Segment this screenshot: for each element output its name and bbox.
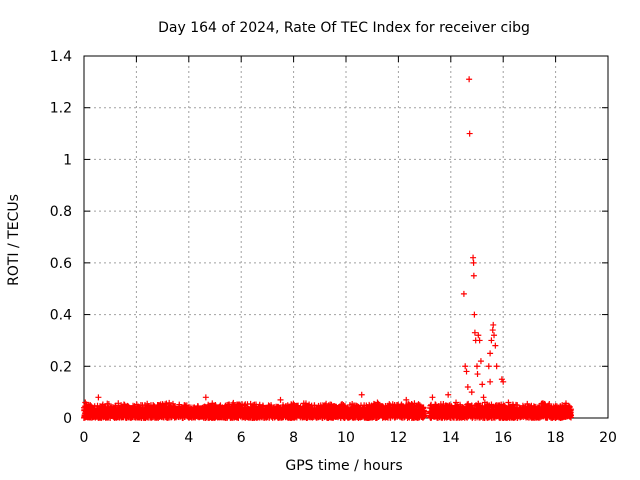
y-tick-label: 0 xyxy=(63,411,72,427)
baseline-point xyxy=(408,400,415,407)
x-tick-label: 4 xyxy=(184,430,193,446)
data-point xyxy=(487,378,494,385)
y-axis-label: ROTI / TECUs xyxy=(6,194,22,286)
baseline-point xyxy=(568,406,575,413)
data-point xyxy=(277,396,284,403)
data-point xyxy=(474,371,481,378)
data-point xyxy=(95,394,102,401)
x-tick-label: 16 xyxy=(494,430,512,446)
y-tick-label: 0.8 xyxy=(50,204,72,220)
y-tick-label: 0.2 xyxy=(50,359,72,375)
chart-title: Day 164 of 2024, Rate Of TEC Index for r… xyxy=(158,20,530,36)
data-point xyxy=(563,402,570,409)
data-point xyxy=(403,396,410,403)
x-tick-label: 8 xyxy=(289,430,298,446)
data-point xyxy=(505,399,512,406)
data-point xyxy=(460,290,467,297)
data-point xyxy=(470,272,477,279)
data-point xyxy=(453,399,460,406)
baseline-point xyxy=(485,403,492,410)
x-tick-label: 0 xyxy=(80,430,89,446)
data-point xyxy=(463,368,470,375)
x-tick-labels: 0 2 4 6 8 10 12 14 16 18 20 xyxy=(80,430,617,446)
x-tick-label: 2 xyxy=(132,430,141,446)
x-tick-label: 18 xyxy=(547,430,565,446)
data-point xyxy=(464,383,471,390)
data-point xyxy=(470,254,477,261)
data-point xyxy=(476,337,483,344)
y-tick-label: 1 xyxy=(63,152,72,168)
data-point xyxy=(374,399,381,406)
x-tick-label: 14 xyxy=(442,430,460,446)
x-tick-label: 6 xyxy=(237,430,246,446)
data-point xyxy=(466,76,473,83)
data-point xyxy=(488,337,495,344)
y-tick-labels: 0 0.2 0.4 0.6 0.8 1 1.2 1.4 xyxy=(50,49,72,427)
x-tick-label: 20 xyxy=(599,430,617,446)
baseline-point xyxy=(421,413,428,420)
data-point xyxy=(485,363,492,370)
data-point xyxy=(471,311,478,318)
baseline-point xyxy=(546,400,553,407)
data-point xyxy=(491,332,498,339)
x-tick-label: 12 xyxy=(389,430,407,446)
data-point xyxy=(470,259,477,266)
y-tick-label: 0.4 xyxy=(50,308,72,324)
data-point xyxy=(490,321,497,328)
data-point xyxy=(487,350,494,357)
data-point xyxy=(474,363,480,370)
data-points xyxy=(81,76,575,421)
data-point xyxy=(493,363,500,370)
data-point xyxy=(477,358,484,365)
data-point xyxy=(481,399,488,406)
data-point xyxy=(479,381,486,388)
data-point xyxy=(202,394,209,401)
grid-lines xyxy=(84,56,608,418)
x-axis-label: GPS time / hours xyxy=(285,458,402,474)
data-point xyxy=(480,394,487,401)
baseline-point xyxy=(568,412,575,419)
data-point xyxy=(489,327,496,334)
data-point xyxy=(462,363,469,370)
data-point xyxy=(445,391,452,398)
data-point xyxy=(466,130,473,137)
data-point xyxy=(429,394,436,401)
data-point xyxy=(500,378,507,385)
baseline-point xyxy=(166,399,173,406)
data-point xyxy=(475,332,482,339)
data-point xyxy=(492,342,499,349)
data-point xyxy=(82,399,89,406)
data-point xyxy=(468,389,475,396)
x-tick-label: 10 xyxy=(337,430,355,446)
data-point xyxy=(358,391,365,398)
y-tick-label: 1.4 xyxy=(50,49,72,65)
y-tick-label: 0.6 xyxy=(50,256,72,272)
data-point xyxy=(471,329,478,336)
y-tick-label: 1.2 xyxy=(50,101,72,117)
